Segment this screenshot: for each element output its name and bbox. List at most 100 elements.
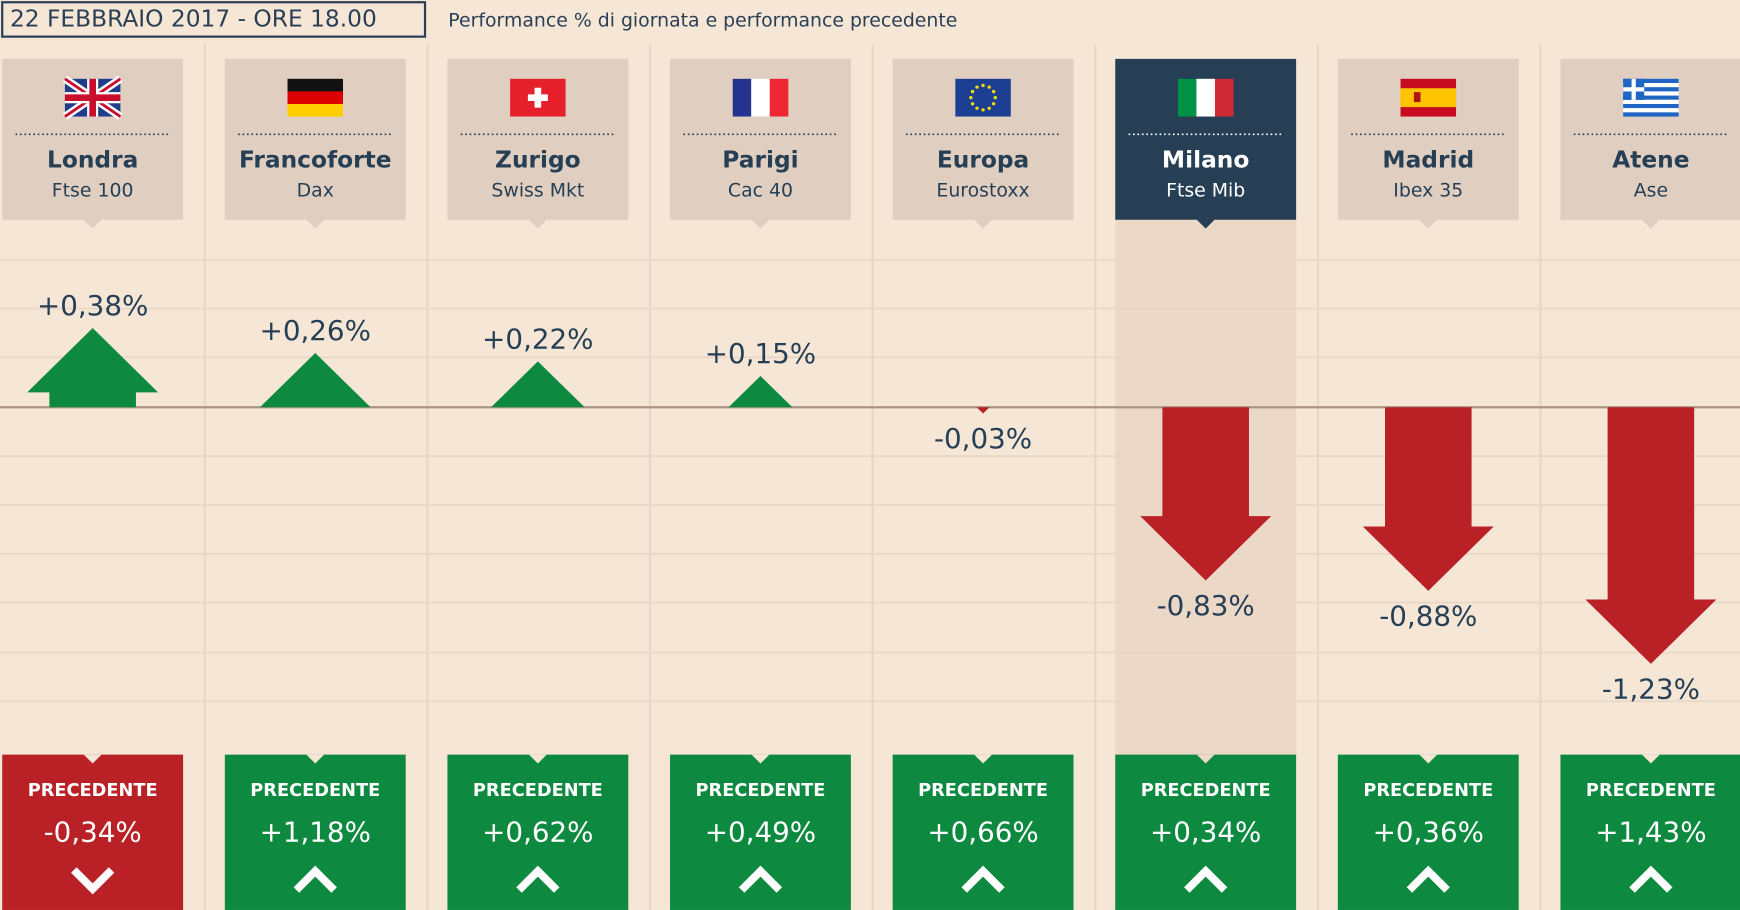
flag	[969, 96, 973, 100]
flag	[732, 78, 752, 117]
flag	[732, 78, 789, 117]
previous-label: PRECEDENTE	[1363, 781, 1493, 801]
chevron	[293, 865, 337, 893]
flag	[981, 108, 985, 112]
previous-label: PRECEDENTE	[473, 781, 603, 801]
flag	[1623, 91, 1679, 96]
date-box	[1, 1, 427, 38]
flag	[62, 75, 123, 120]
previous-value: +1,43%	[1595, 815, 1706, 848]
flag	[1623, 78, 1645, 100]
flag	[1196, 78, 1216, 117]
index-name: Cac 40	[728, 179, 793, 201]
chart-title: 22 FEBBRAIO 2017 - ORE 18.00	[10, 5, 377, 32]
flag	[1214, 78, 1234, 117]
flag	[955, 78, 1011, 117]
header-box	[1560, 58, 1740, 229]
previous-box	[447, 754, 629, 910]
flag	[993, 96, 997, 100]
flag	[1623, 83, 1679, 88]
market-name: Francoforte	[239, 146, 392, 173]
previous-box	[670, 754, 851, 910]
market-name: Atene	[1612, 146, 1689, 173]
flag	[975, 106, 979, 110]
value-label: -0,88%	[1379, 600, 1477, 633]
flag	[287, 78, 344, 92]
chevron	[738, 865, 783, 893]
box-notch	[974, 754, 992, 764]
flag	[991, 102, 996, 106]
flag	[1623, 103, 1679, 109]
chevron	[71, 867, 115, 895]
flag	[1623, 87, 1679, 92]
flag	[1623, 78, 1679, 84]
flag	[287, 91, 344, 105]
box-notch	[306, 754, 325, 764]
flag	[970, 102, 975, 106]
header-box	[2, 58, 184, 229]
chevron	[1406, 865, 1450, 893]
flag	[987, 85, 991, 89]
box-notch	[83, 754, 102, 764]
previous-box	[1337, 754, 1519, 910]
value-label: +0,15%	[705, 337, 816, 370]
flag	[1413, 92, 1421, 103]
value-label: +0,38%	[37, 289, 148, 322]
value-label: +0,22%	[482, 322, 593, 355]
flag	[287, 78, 344, 117]
previous-value: +0,49%	[705, 815, 816, 848]
arrow	[27, 328, 159, 408]
header-box	[447, 58, 629, 229]
market-name: Zurigo	[495, 146, 581, 173]
flag	[987, 106, 991, 110]
index-name: Swiss Mkt	[491, 179, 584, 201]
market-name: Parigi	[722, 146, 798, 173]
index-name: Ftse 100	[52, 179, 134, 201]
previous-value: -0,34%	[44, 815, 142, 848]
previous-label: PRECEDENTE	[250, 781, 380, 801]
chart-subtitle: Performance % di giornata e performance …	[448, 10, 957, 32]
header-box	[1337, 58, 1519, 229]
header-box	[224, 58, 406, 229]
flag	[991, 89, 996, 94]
previous-label: PRECEDENTE	[1586, 781, 1716, 801]
flag	[981, 83, 985, 88]
arrow	[728, 375, 793, 408]
flag	[1623, 78, 1679, 117]
flag	[970, 89, 975, 94]
header-box	[1115, 58, 1297, 229]
value-label: -0,03%	[934, 422, 1032, 455]
flag	[975, 85, 979, 89]
market-name: Milano	[1162, 146, 1249, 173]
value-label: +0,26%	[260, 314, 371, 347]
arrow	[1362, 407, 1494, 591]
index-name: Ase	[1634, 179, 1668, 201]
previous-box	[1115, 754, 1297, 910]
flag	[1400, 78, 1457, 117]
market-name: Europa	[937, 146, 1029, 173]
flag	[1623, 112, 1679, 117]
previous-label: PRECEDENTE	[918, 781, 1048, 801]
arrow	[976, 407, 990, 414]
box-notch	[1642, 754, 1660, 764]
index-name: Ibex 35	[1393, 179, 1463, 201]
arrow	[491, 361, 585, 408]
flag	[1623, 95, 1679, 100]
index-name: Eurostoxx	[936, 179, 1029, 201]
value-label: -1,23%	[1602, 673, 1700, 706]
flag	[751, 78, 770, 117]
flag	[1177, 78, 1197, 117]
previous-box	[224, 754, 406, 910]
market-name: Madrid	[1382, 146, 1474, 173]
arrow	[1140, 407, 1272, 581]
previous-label: PRECEDENTE	[28, 781, 158, 801]
market-name: Londra	[47, 146, 138, 173]
flag	[527, 87, 548, 108]
box-notch	[528, 754, 547, 764]
flag	[769, 78, 789, 117]
flag	[287, 103, 344, 117]
header-box	[670, 58, 851, 229]
chevron	[516, 865, 560, 893]
index-name: Ftse Mib	[1166, 179, 1245, 201]
